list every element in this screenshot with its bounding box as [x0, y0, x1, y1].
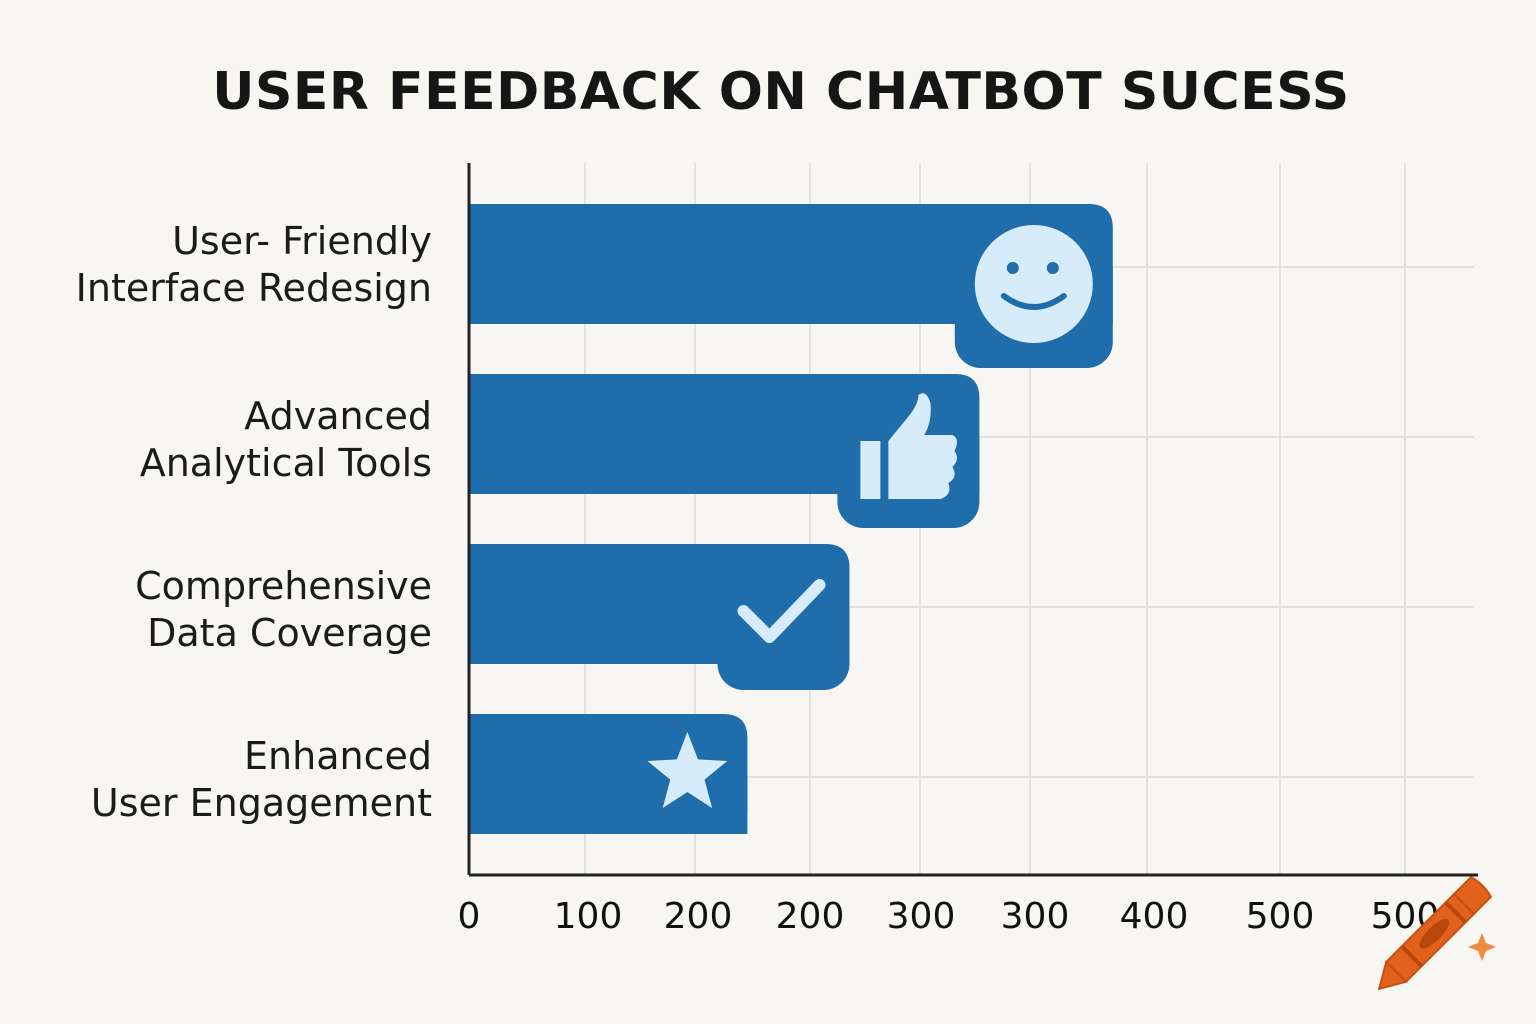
category-label: Enhanced User Engagement [91, 734, 432, 825]
bar-icon-tab [627, 754, 748, 834]
thumbs-up-icon [860, 393, 957, 499]
category-label-line: Data Coverage [147, 611, 432, 655]
x-tick-label: 200 [664, 896, 733, 937]
star-icon [647, 732, 728, 808]
x-tick-label: 400 [1120, 896, 1189, 937]
category-label-line: Advanced [244, 394, 432, 438]
x-tick-labels: 0 100 200 200 300 300 400 500 500 [458, 896, 1440, 937]
bar-icon-tab [717, 584, 850, 690]
x-tick-label: 0 [458, 896, 481, 937]
x-tick-label: 500 [1246, 896, 1315, 937]
bar-group [469, 714, 748, 834]
checkmark-icon [737, 579, 826, 643]
category-label-line: Analytical Tools [140, 441, 432, 485]
x-tick-label: 300 [887, 896, 956, 937]
chart-title: USER FEEDBACK ON CHATBOT SUCESS [212, 62, 1350, 122]
bar-group [469, 374, 980, 528]
category-label-line: User Engagement [91, 781, 432, 825]
category-label: Advanced Analytical Tools [140, 394, 432, 485]
x-tick-label: 300 [1001, 896, 1070, 937]
sparkle-icon [1468, 933, 1496, 961]
category-label-line: Interface Redesign [76, 266, 432, 310]
smiley-face-icon [974, 225, 1093, 343]
category-label: Comprehensive Data Coverage [135, 564, 432, 655]
x-tick-label: 100 [554, 896, 623, 937]
category-label-line: Comprehensive [135, 564, 432, 608]
bar [469, 204, 1113, 324]
category-label-line: Enhanced [244, 734, 432, 778]
category-label-line: User- Friendly [172, 219, 432, 263]
bar-group [469, 544, 850, 690]
bar-group [469, 204, 1113, 368]
category-labels: User- Friendly Interface Redesign Advanced… [76, 219, 432, 825]
bars [469, 204, 1113, 834]
crayon-icon [1377, 875, 1493, 991]
axes [467, 163, 1478, 877]
x-tick-label: 200 [776, 896, 845, 937]
category-label: User- Friendly Interface Redesign [76, 219, 432, 310]
